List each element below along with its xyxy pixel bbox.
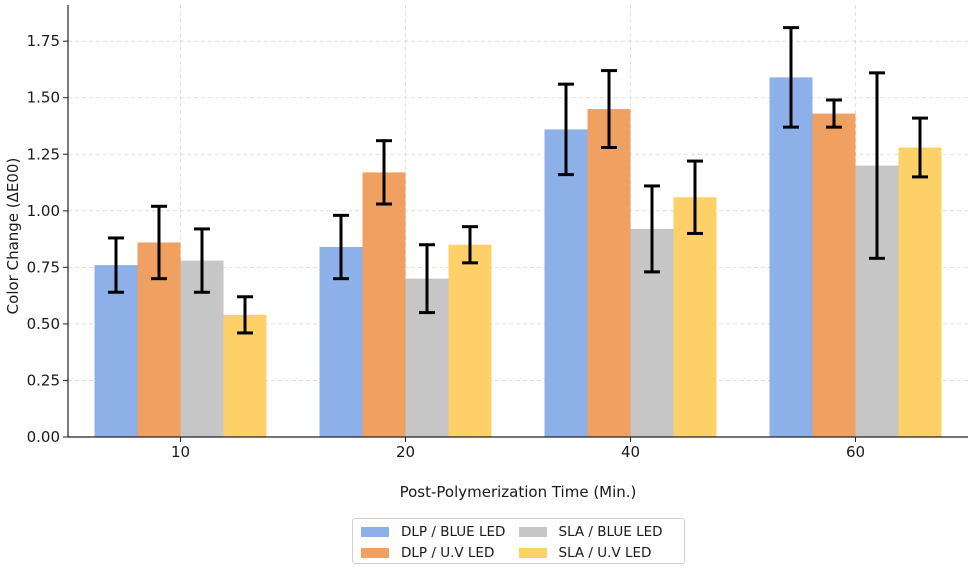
legend-swatch-dlp-blue xyxy=(361,526,389,537)
y-tick-label: 0.00 xyxy=(27,428,60,446)
legend-label: DLP / U.V LED xyxy=(401,544,495,561)
error-bar xyxy=(783,26,799,129)
bars xyxy=(94,77,942,438)
error-bar xyxy=(687,159,703,235)
error-bar xyxy=(462,225,478,265)
error-bars xyxy=(108,26,928,335)
error-bar xyxy=(237,295,253,335)
bar-dlp-blue-led-40 xyxy=(544,129,588,438)
bar-dlp-blue-led-10 xyxy=(94,265,138,437)
error-bar xyxy=(826,98,842,129)
bar-dlp-u-v-led-60 xyxy=(812,113,856,438)
legend-label: SLA / BLUE LED xyxy=(558,523,663,540)
legend-item: SLA / BLUE LED xyxy=(518,522,677,541)
error-bar xyxy=(376,139,392,206)
legend-swatch-sla-blue xyxy=(518,526,547,537)
error-bar xyxy=(194,227,210,294)
x-tick-label: 40 xyxy=(621,443,640,461)
legend-item: DLP / U.V LED xyxy=(361,543,519,562)
y-tick-label: 1.50 xyxy=(27,89,60,107)
y-tick-label: 1.25 xyxy=(27,145,60,163)
y-tick-label: 0.50 xyxy=(27,315,60,333)
x-tick-label: 10 xyxy=(171,443,190,461)
error-bar xyxy=(558,82,574,177)
y-tick-label: 1.00 xyxy=(27,202,60,220)
bar-sla-u-v-led-20 xyxy=(448,244,492,437)
y-ticks: 0.00 0.25 0.50 0.75 1.00 1.25 1.50 1.75 xyxy=(27,32,68,446)
error-bar xyxy=(419,243,435,315)
x-tick-label: 60 xyxy=(846,443,865,461)
y-tick-label: 0.25 xyxy=(27,371,60,389)
x-axis-label: Post-Polymerization Time (Min.) xyxy=(400,483,637,501)
legend-item: DLP / BLUE LED xyxy=(361,522,519,541)
error-bar xyxy=(333,213,349,281)
y-tick-label: 0.75 xyxy=(27,258,60,276)
legend-label: DLP / BLUE LED xyxy=(401,523,506,540)
bar-sla-u-v-led-40 xyxy=(673,197,717,437)
y-tick-label: 1.75 xyxy=(27,32,60,50)
error-bar xyxy=(108,236,124,294)
bar-sla-u-v-led-10 xyxy=(223,314,267,437)
x-tick-label: 20 xyxy=(396,443,415,461)
bar-dlp-u-v-led-20 xyxy=(362,172,406,437)
error-bar xyxy=(912,116,928,179)
error-bar xyxy=(151,204,167,281)
legend-swatch-dlp-uv xyxy=(361,547,389,558)
axes xyxy=(67,5,968,438)
legend-swatch-sla-uv xyxy=(518,547,547,558)
x-ticks: 10 20 40 60 xyxy=(171,437,865,461)
legend: DLP / BLUE LED SLA / BLUE LED DLP / U.V … xyxy=(352,518,685,564)
error-bar xyxy=(869,71,885,260)
bar-dlp-blue-led-60 xyxy=(769,77,813,438)
bar-sla-u-v-led-60 xyxy=(898,147,942,438)
bar-dlp-u-v-led-40 xyxy=(587,109,631,438)
error-bar xyxy=(644,184,660,274)
legend-label: SLA / U.V LED xyxy=(558,544,652,561)
legend-item: SLA / U.V LED xyxy=(518,543,677,562)
error-bar xyxy=(601,69,617,149)
y-axis-label: Color Change (ΔE00) xyxy=(4,158,22,315)
